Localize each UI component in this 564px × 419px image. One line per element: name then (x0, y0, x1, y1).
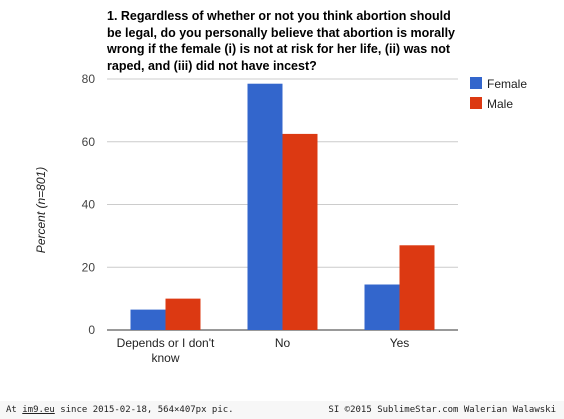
bar-female-2 (364, 284, 400, 330)
bars (130, 83, 435, 330)
y-tick-label: 80 (82, 72, 96, 86)
legend: Female Male (470, 77, 527, 111)
x-tick-label: No (275, 336, 291, 350)
footer-credit-right: SI ©2015 SublimeStar.com Walerian Walaws… (328, 405, 556, 415)
bar-male-0 (165, 298, 201, 330)
y-tick-label: 0 (88, 323, 95, 337)
footer-credit-left: At im9.eu since 2015-02-18, 564×407px pi… (6, 405, 234, 415)
bar-male-2 (399, 245, 435, 330)
footer-site-link[interactable]: im9.eu (22, 405, 55, 415)
footer-suffix: since 2015-02-18, 564×407px pic. (54, 405, 234, 415)
bar-chart: 0 20 40 60 80 Depends or I don't know No Yes Pe… (34, 72, 527, 365)
bar-female-0 (130, 309, 166, 330)
x-tick-labels: Depends or I don't know No Yes (117, 336, 410, 365)
y-axis-label: Percent (n=801) (34, 167, 48, 253)
footer-prefix: At (6, 405, 23, 415)
legend-label-male: Male (487, 97, 513, 111)
legend-swatch-male (470, 97, 482, 109)
chart-title: 1. Regardless of whether or not you thin… (107, 9, 456, 73)
y-tick-label: 60 (82, 135, 96, 149)
x-tick-label: Yes (390, 336, 410, 350)
bar-female-1 (247, 83, 283, 330)
y-tick-label: 40 (82, 198, 96, 212)
bar-male-1 (282, 133, 318, 330)
footer-bar: At im9.eu since 2015-02-18, 564×407px pi… (0, 401, 564, 419)
y-tick-labels: 0 20 40 60 80 (82, 72, 96, 337)
y-tick-label: 20 (82, 260, 96, 274)
x-tick-label: Depends or I don't know (117, 336, 215, 365)
legend-swatch-female (470, 77, 482, 89)
legend-label-female: Female (487, 77, 527, 91)
